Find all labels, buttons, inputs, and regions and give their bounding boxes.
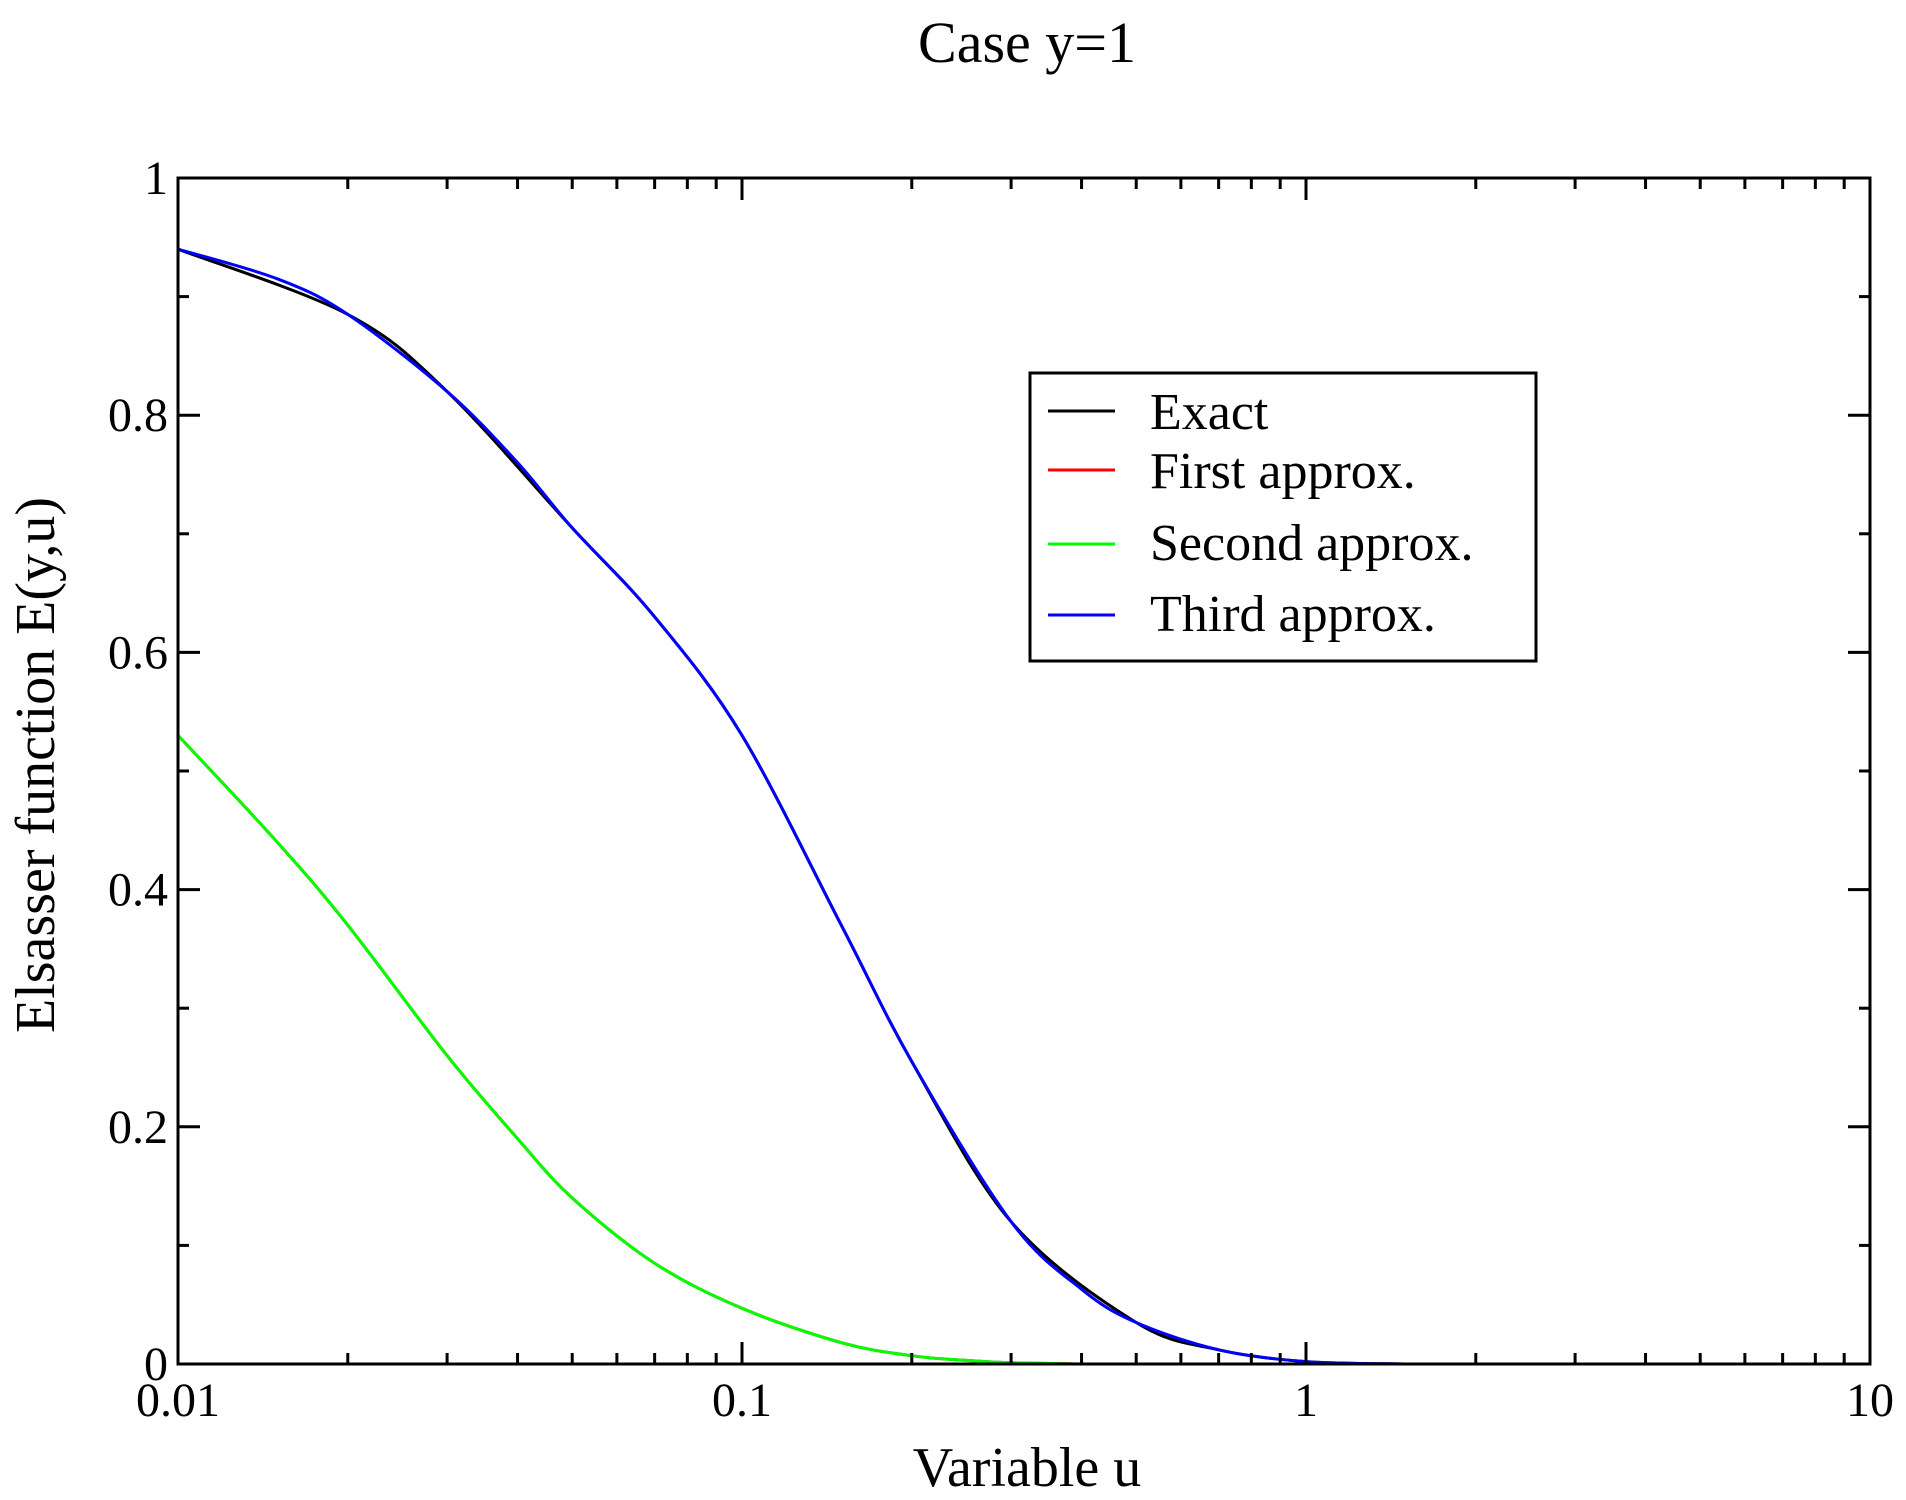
y-tick-label: 0.2: [108, 1101, 168, 1154]
plot-frame: [176, 176, 1872, 1366]
y-tick-label: 0.4: [108, 864, 168, 917]
x-tick-label: 0.01: [136, 1374, 220, 1427]
legend-label-first-approx: First approx.: [1150, 443, 1416, 500]
y-axis-label: Elsasser function E(y,u): [5, 497, 67, 1033]
legend-item-third-approx: Third approx.: [1048, 586, 1436, 643]
y-tick-label: 0.8: [108, 389, 168, 442]
legend-item-exact: Exact: [1048, 384, 1269, 441]
x-axis-label: Variable u: [913, 1437, 1142, 1499]
x-tick-label: 0.1: [712, 1374, 772, 1427]
legend-label-third-approx: Third approx.: [1150, 586, 1436, 643]
x-tick-label: 10: [1846, 1374, 1894, 1427]
y-tick-label: 0: [144, 1338, 168, 1391]
y-tick-label: 1: [144, 152, 168, 205]
series-line-second-approx: [176, 733, 1084, 1366]
legend-item-first-approx: First approx.: [1048, 443, 1416, 500]
legend: Exact First approx. Second approx. Third…: [1028, 371, 1538, 663]
x-tick-label: 1: [1294, 1374, 1318, 1427]
legend-label-exact: Exact: [1150, 384, 1269, 441]
y-tick-label: 0.6: [108, 626, 168, 679]
series-group: [176, 247, 1407, 1366]
axis-ticks: 0.01 0.1 1 10 0 0.2 0.4 0.6 0.8 1: [108, 152, 1894, 1427]
legend-label-second-approx: Second approx.: [1150, 515, 1473, 572]
chart-title: Case y=1: [918, 10, 1136, 75]
series-line-third-approx: [176, 247, 1407, 1366]
legend-item-second-approx: Second approx.: [1048, 515, 1473, 572]
legend-box: [1028, 371, 1538, 663]
